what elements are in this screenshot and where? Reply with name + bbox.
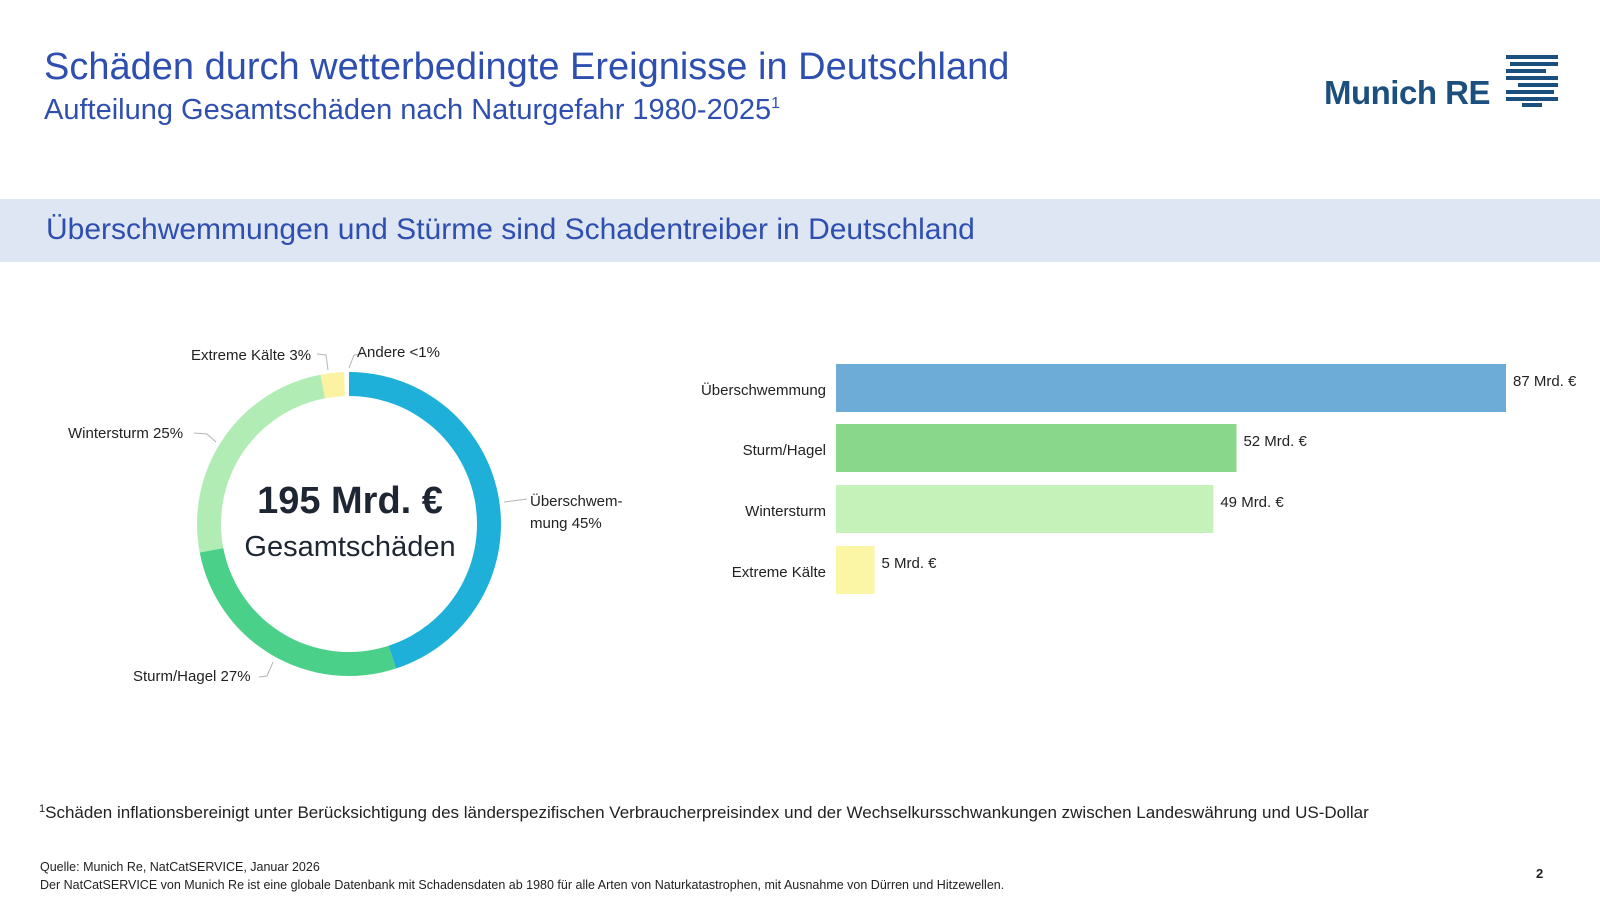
leader-line-wintersturm (193, 432, 217, 443)
footnote-mark: 1 (39, 803, 46, 815)
leader-line-extreme-kaelte (316, 353, 329, 371)
slice-label-wintersturm: Wintersturm 25% (68, 425, 184, 442)
bar-category-label: Extreme Kälte (732, 564, 826, 581)
loss-amount-bar-chart: Überschwemmung 87 Mrd. € Sturm/Hagel 52 Mrd… (701, 364, 1577, 594)
leader-line-andere (348, 353, 363, 369)
bar-extreme-kaelte (836, 546, 875, 594)
bar-ueberschwemmung (836, 364, 1506, 412)
bar-value-label: 5 Mrd. € (882, 555, 938, 572)
leader-line-ueberschwemmung (503, 498, 528, 503)
donut-center-value: 195 Mrd. € (257, 480, 443, 522)
footnote: 1Schäden inflationsbereinigt unter Berüc… (39, 803, 1369, 823)
munich-re-logo: Munich RE (1324, 50, 1564, 114)
slice-label-ueberschwemmung-line2: mung 45% (530, 515, 602, 532)
bar-category-label: Sturm/Hagel (743, 442, 826, 459)
page-title: Schäden durch wetterbedingte Ereignisse … (44, 46, 1010, 88)
loss-share-donut-chart (193, 353, 528, 678)
slice-label-andere: Andere <1% (357, 344, 440, 361)
donut-slice-andere-1 (344, 372, 349, 397)
bar-value-label: 49 Mrd. € (1220, 494, 1284, 511)
bar-value-label: 52 Mrd. € (1243, 433, 1307, 450)
bar-value-label: 87 Mrd. € (1513, 373, 1577, 390)
donut-slice-sturm-hagel-27 (199, 547, 396, 677)
bar-wintersturm (836, 485, 1214, 533)
bar-category-label: Überschwemmung (701, 381, 826, 399)
leader-line-sturm-hagel (258, 661, 274, 678)
key-message-banner: Überschwemmungen und Stürme sind Schaden… (0, 199, 1600, 262)
donut-slice-extreme-kaelte-3 (320, 372, 345, 399)
page-subtitle: Aufteilung Gesamtschäden nach Naturgefah… (44, 94, 780, 127)
slice-label-extreme-kaelte: Extreme Kälte 3% (191, 347, 312, 364)
bar-category-label: Wintersturm (745, 503, 826, 520)
page-number: 2 (1536, 866, 1544, 881)
donut-slice-wintersturm-25 (197, 374, 326, 553)
donut-slice-ueberschwem-mung-45 (349, 372, 502, 669)
munich-re-logo-mark-icon (1506, 55, 1558, 107)
banner-text: Überschwemmungen und Stürme sind Schaden… (46, 213, 975, 246)
bar-sturm-hagel (836, 424, 1237, 472)
slice-label-ueberschwemmung-line1: Überschwem- (530, 493, 623, 510)
logo-text: Munich RE (1324, 74, 1491, 111)
source-line: Quelle: Munich Re, NatCatSERVICE, Januar… (40, 860, 320, 874)
slice-label-sturm-hagel: Sturm/Hagel 27% (133, 668, 251, 685)
subtitle-text: Aufteilung Gesamtschäden nach Naturgefah… (44, 94, 772, 126)
database-note: Der NatCatSERVICE von Munich Re ist eine… (40, 878, 1005, 892)
subtitle-footnote-mark: 1 (771, 95, 781, 112)
footnote-text: Schäden inflationsbereinigt unter Berück… (45, 803, 1369, 822)
donut-center-label: Gesamtschäden (244, 531, 456, 563)
